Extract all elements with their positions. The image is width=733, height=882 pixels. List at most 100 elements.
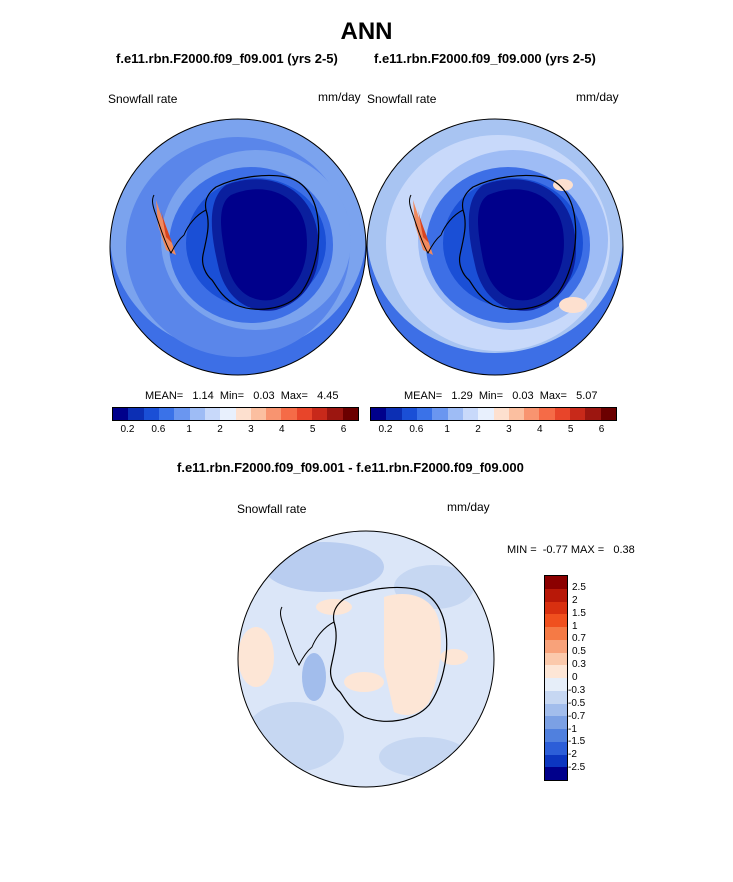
panel-2-stats: MEAN= 1.29 Min= 0.03 Max= 5.07 xyxy=(404,390,598,402)
panel-1-colorbar-tick-label: 1 xyxy=(186,424,192,435)
panel-1-colorbar-swatch xyxy=(296,408,313,420)
difference-minmax: MIN = -0.77 MAX = 0.38 xyxy=(507,544,635,556)
panel-2-colorbar-tick-label: 6 xyxy=(598,424,605,435)
difference-colorbar-tick-label: -2.5 xyxy=(568,762,586,774)
difference-colorbar-swatch xyxy=(545,627,567,640)
panel-2-colorbar-swatch xyxy=(570,408,586,420)
panel-1-colorbar-tick-label: 3 xyxy=(248,424,254,435)
panel-2-colorbar-swatch xyxy=(585,408,601,420)
panel-1-colorbar-tick-label: 4 xyxy=(279,424,285,435)
panel-1-colorbar-tick-label: 0.2 xyxy=(120,424,135,435)
difference-colorbar-tick-label: -2 xyxy=(568,749,577,761)
difference-colorbar-swatch xyxy=(545,639,567,653)
panel-2-colorbar-swatch xyxy=(416,408,433,420)
panel-1-colorbar-tick-label: 0.6 xyxy=(151,424,166,435)
panel-1-colorbar-swatch xyxy=(235,408,251,420)
difference-colorbar-tick-label: 1 xyxy=(572,620,578,632)
panel-1-colorbar-tick-label: 6 xyxy=(340,424,347,435)
panel-1-colorbar-ticks: 0.2 0.6 1 2 3 4 5 6 xyxy=(112,424,357,438)
panel-1-colorbar xyxy=(112,407,359,421)
panel-2-colorbar-swatch xyxy=(462,408,479,420)
panel-1-colorbar-swatch xyxy=(128,408,144,420)
difference-colorbar-tick-label: 0 xyxy=(572,672,578,683)
difference-colorbar-swatch xyxy=(545,754,567,768)
difference-colorbar-tick-label: 2 xyxy=(572,594,578,606)
panel-2-colorbar-swatch xyxy=(493,408,509,420)
panel-2-colorbar-swatch xyxy=(478,408,494,420)
panel-1-colorbar-swatch xyxy=(113,408,129,420)
panel-1-stats: MEAN= 1.14 Min= 0.03 Max= 4.45 xyxy=(145,390,339,402)
panel-1-colorbar-tick-label: 2 xyxy=(217,424,223,435)
panel-1-colorbar-swatch xyxy=(189,408,205,420)
difference-colorbar-tick-label: -0.7 xyxy=(568,710,586,722)
panel-2-colorbar-ticks: 0.2 0.6 1 2 3 4 5 6 xyxy=(370,424,615,438)
panel-2-colorbar-swatch xyxy=(600,408,616,420)
difference-colorbar-swatch xyxy=(545,678,567,691)
panel-2-colorbar-swatch xyxy=(554,408,571,420)
difference-colorbar-tick-label: 0.7 xyxy=(572,633,586,645)
difference-colorbar-tick-label: 0.3 xyxy=(572,659,586,671)
panel-2-colorbar-swatch xyxy=(447,408,463,420)
difference-colorbar-swatch xyxy=(545,614,567,627)
difference-colorbar-swatch xyxy=(545,665,567,678)
difference-colorbar-swatch xyxy=(545,767,567,780)
difference-colorbar-tick-label: -1 xyxy=(568,723,577,735)
difference-colorbar-swatch xyxy=(545,652,567,666)
difference-colorbar-swatch xyxy=(545,576,567,589)
panel-1-colorbar-swatch xyxy=(250,408,267,420)
panel-2-colorbar-tick-label: 2 xyxy=(475,424,481,435)
panel-1-polar-map xyxy=(109,118,367,376)
panel-2-colorbar-tick-label: 0.2 xyxy=(378,424,393,435)
difference-colorbar-swatch xyxy=(545,716,567,729)
panel-1-colorbar-swatch xyxy=(281,408,297,420)
difference-colorbar-swatch xyxy=(545,703,567,717)
panel-1-colorbar-swatch xyxy=(143,408,159,420)
difference-polar-map xyxy=(237,530,495,788)
difference-colorbar-tick-label: 1.5 xyxy=(572,607,586,619)
difference-colorbar-swatch xyxy=(545,690,567,704)
difference-colorbar-ticks: 2.5 2 1.5 1 0.7 0.5 0.3 0 -0.3 -0.5 -0.7 -1 -1.5 -2 -2… xyxy=(568,575,608,779)
panel-2-colorbar-swatch xyxy=(524,408,540,420)
panel-1-colorbar-swatch xyxy=(220,408,236,420)
difference-colorbar-swatch xyxy=(545,729,567,742)
difference-variable-label: Snowfall rate xyxy=(237,502,307,516)
panel-1-units-label: mm/day xyxy=(318,90,361,104)
panel-1-case-title: f.e11.rbn.F2000.f09_f09.001 (yrs 2-5) xyxy=(116,51,338,66)
panel-2-colorbar-tick-label: 3 xyxy=(506,424,512,435)
page-title: ANN xyxy=(340,18,393,45)
difference-units-label: mm/day xyxy=(447,500,490,514)
panel-2-colorbar xyxy=(370,407,617,421)
panel-2-colorbar-tick-label: 5 xyxy=(567,424,574,435)
panel-2-colorbar-swatch xyxy=(386,408,402,420)
panel-1-colorbar-swatch xyxy=(174,408,190,420)
difference-colorbar-tick-label: -0.5 xyxy=(568,697,586,709)
difference-title: f.e11.rbn.F2000.f09_f09.001 - f.e11.rbn.… xyxy=(177,460,524,475)
panel-1-colorbar-swatch xyxy=(158,408,175,420)
panel-2-colorbar-tick-label: 1 xyxy=(444,424,450,435)
difference-colorbar-tick-label: -1.5 xyxy=(568,736,586,748)
panel-2-units-label: mm/day xyxy=(576,90,619,104)
panel-1-colorbar-swatch xyxy=(204,408,221,420)
panel-2-colorbar-swatch xyxy=(432,408,448,420)
panel-1-colorbar-swatch xyxy=(266,408,282,420)
difference-colorbar-tick-label: 0.5 xyxy=(572,646,586,658)
panel-2-colorbar-tick-label: 0.6 xyxy=(409,424,424,435)
panel-2-colorbar-tick-label: 4 xyxy=(537,424,543,435)
panel-1-variable-label: Snowfall rate xyxy=(108,92,178,106)
panel-2-colorbar-swatch xyxy=(371,408,387,420)
panel-2-colorbar-swatch xyxy=(539,408,555,420)
panel-1-colorbar-swatch xyxy=(312,408,328,420)
panel-2-case-title: f.e11.rbn.F2000.f09_f09.000 (yrs 2-5) xyxy=(374,51,596,66)
panel-1-colorbar-swatch xyxy=(327,408,343,420)
difference-colorbar-swatch xyxy=(545,741,567,755)
panel-2-polar-map xyxy=(366,118,624,376)
difference-colorbar xyxy=(544,575,568,781)
difference-colorbar-swatch xyxy=(545,601,567,615)
difference-colorbar-tick-label: -0.3 xyxy=(568,684,586,696)
panel-2-variable-label: Snowfall rate xyxy=(367,92,437,106)
difference-colorbar-swatch xyxy=(545,588,567,602)
panel-2-colorbar-swatch xyxy=(401,408,417,420)
difference-colorbar-tick-label: 2.5 xyxy=(572,581,586,593)
panel-1-colorbar-swatch xyxy=(342,408,358,420)
panel-2-colorbar-swatch xyxy=(508,408,525,420)
